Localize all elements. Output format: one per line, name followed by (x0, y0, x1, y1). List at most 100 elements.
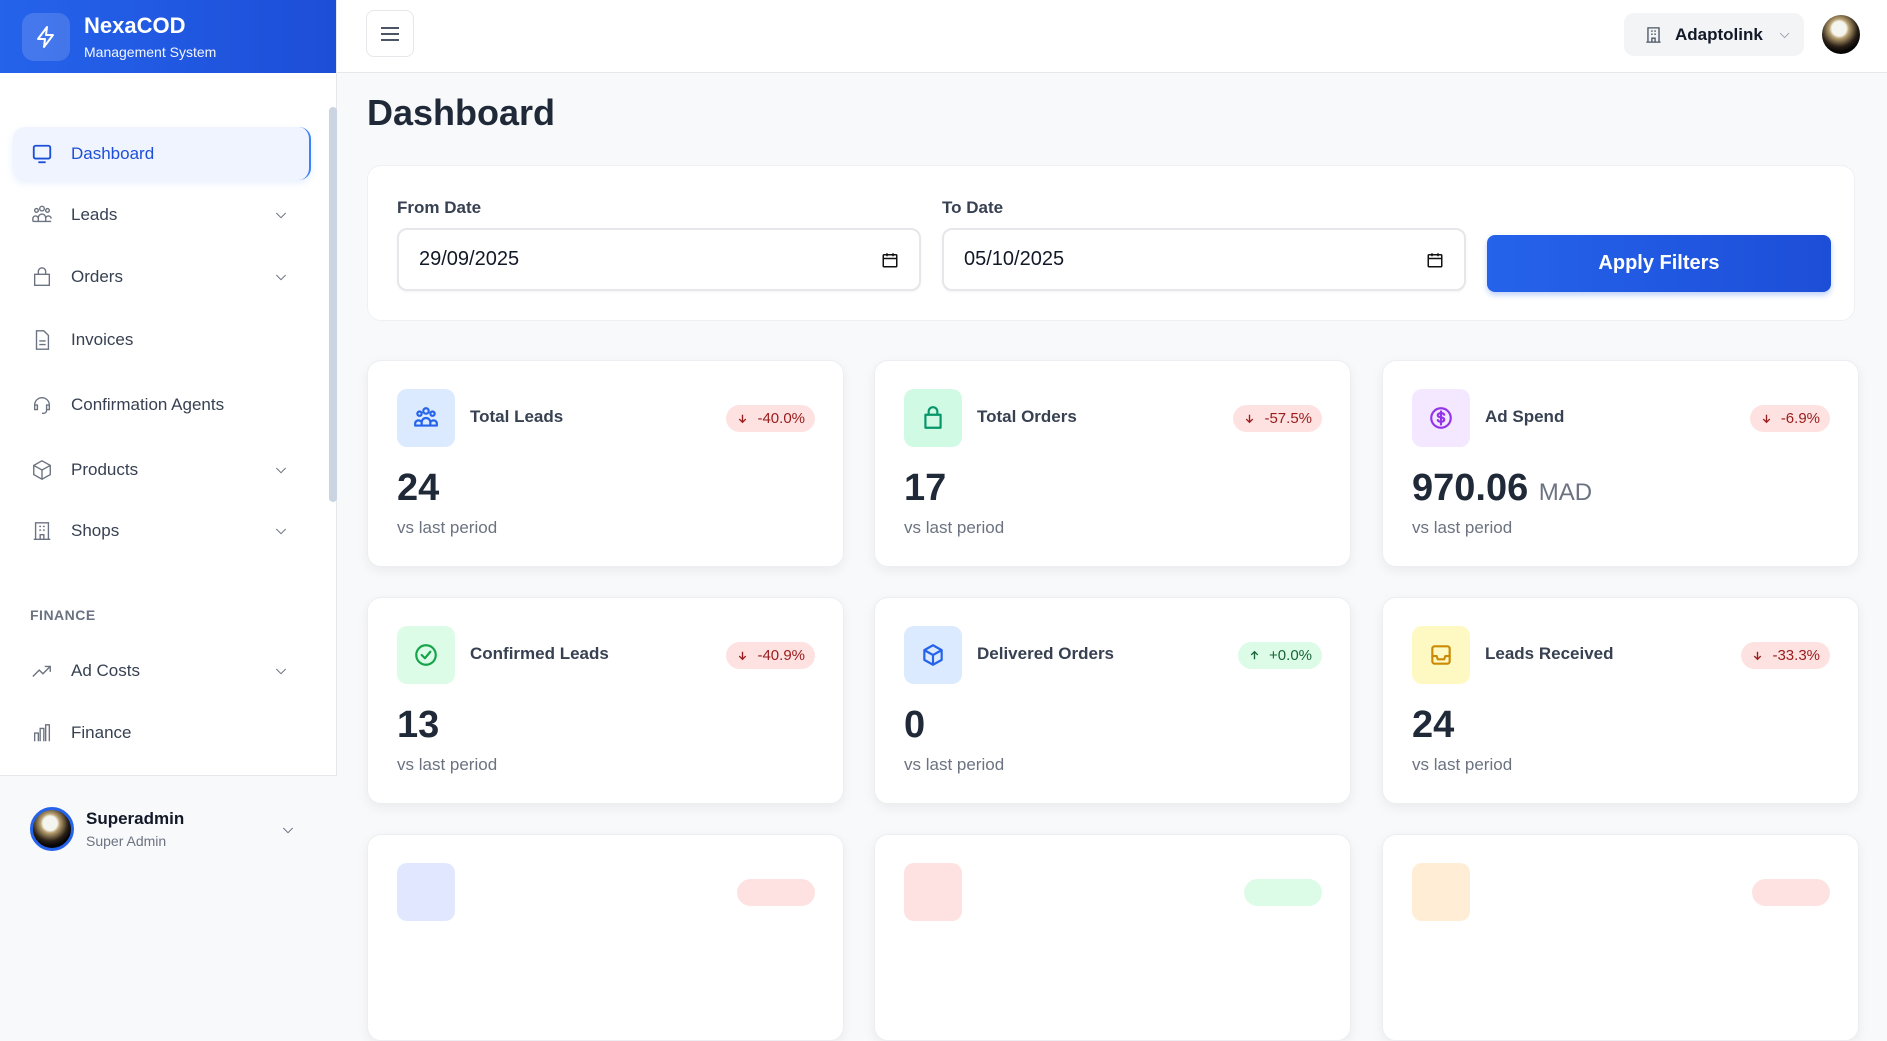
stat-value: 24 (1412, 704, 1454, 747)
to-date-value: 05/10/2025 (964, 248, 1065, 270)
box-icon (33, 459, 51, 480)
shopping-bag-icon (33, 266, 51, 286)
stat-value: 970.06 MAD (1412, 467, 1592, 510)
change-badge (737, 879, 815, 906)
stat-number: 13 (397, 704, 440, 746)
sidebar-item-label: Confirmation Agents (71, 394, 225, 414)
calendar-icon[interactable] (881, 251, 899, 269)
change-value: -40.9% (757, 647, 805, 664)
chevron-down-icon (282, 827, 294, 834)
sidebar-item-invoices[interactable]: Invoices (13, 313, 311, 366)
sidebar-item-leads[interactable]: Leads (13, 188, 311, 241)
change-badge: -40.0% (726, 405, 815, 432)
stat-number: 0 (904, 704, 926, 746)
date-filter-panel: From Date 29/09/2025 To Date 05/10/2025 … (367, 165, 1855, 321)
stat-card (874, 834, 1351, 1041)
sidebar: NexaCOD Management System Dashboard Lead… (0, 0, 337, 882)
change-badge: -40.9% (726, 642, 815, 669)
sidebar-item-products[interactable]: Products (13, 443, 311, 496)
dollar-icon (1412, 389, 1470, 447)
sidebar-nav: Dashboard Leads Orders Invoices Confirma… (0, 73, 337, 775)
change-badge (1244, 879, 1322, 906)
change-value: +0.0% (1269, 647, 1312, 664)
change-badge: +0.0% (1238, 642, 1322, 669)
stat-number: 17 (904, 467, 947, 509)
stat-card: Total Orders -57.5% 17 vs last period (874, 360, 1351, 567)
sidebar-item-label: Ad Costs (71, 660, 140, 680)
arrow-down-icon (1246, 414, 1254, 424)
from-date-label: From Date (397, 198, 482, 217)
user-name: Superadmin (86, 809, 185, 828)
stat-card: Leads Received -33.3% 24 vs last period (1382, 597, 1859, 804)
arrow-down-icon (739, 651, 747, 661)
stat-number: 24 (1412, 704, 1455, 746)
stat-icon (1412, 863, 1470, 921)
profile-avatar[interactable] (1822, 15, 1860, 54)
stat-title: Total Orders (977, 407, 1077, 426)
page-title: Dashboard (367, 92, 556, 133)
to-date-label: To Date (942, 198, 1004, 217)
stat-card: Delivered Orders +0.0% 0 vs last period (874, 597, 1351, 804)
stat-title: Delivered Orders (977, 644, 1115, 663)
menu-toggle-button[interactable] (366, 10, 414, 57)
stat-subtext: vs last period (397, 755, 498, 774)
document-icon (35, 329, 50, 350)
sidebar-item-label: Invoices (71, 329, 134, 349)
chevron-down-icon (275, 274, 287, 280)
arrow-down-icon (1762, 414, 1771, 424)
from-date-input[interactable]: 29/09/2025 (397, 228, 921, 291)
apply-filters-button[interactable]: Apply Filters (1487, 235, 1831, 292)
calendar-icon[interactable] (1426, 251, 1444, 269)
change-badge (1752, 879, 1830, 906)
chevron-down-icon (275, 528, 287, 534)
from-date-value: 29/09/2025 (419, 248, 520, 270)
user-avatar (30, 807, 74, 851)
sidebar-item-orders[interactable]: Orders (13, 250, 311, 303)
sidebar-item-dashboard[interactable]: Dashboard (13, 127, 311, 180)
sidebar-item-ad-costs[interactable]: Ad Costs (13, 644, 311, 697)
finance-section-label: FINANCE (30, 607, 96, 623)
lightning-icon (22, 12, 70, 61)
stat-value: 17 (904, 467, 946, 510)
sidebar-item-finance[interactable]: Finance (13, 706, 311, 759)
inbox-icon (1412, 626, 1470, 684)
arrow-down-icon (739, 414, 747, 424)
building-icon (1646, 26, 1661, 43)
sidebar-item-confirmation-agents[interactable]: Confirmation Agents (13, 378, 311, 431)
stat-value: 13 (397, 704, 439, 747)
stat-card: Confirmed Leads -40.9% 13 vs last period (367, 597, 844, 804)
stat-subtext: vs last period (904, 755, 1005, 774)
sidebar-item-label: Orders (71, 266, 123, 286)
to-date-input[interactable]: 05/10/2025 (942, 228, 1466, 291)
change-badge: -6.9% (1749, 405, 1830, 432)
stat-subtext: vs last period (904, 518, 1005, 537)
stat-title: Total Leads (470, 407, 564, 426)
organization-selector[interactable]: Adaptolink (1624, 13, 1804, 56)
stat-icon (904, 863, 962, 921)
cube-icon (904, 626, 962, 684)
change-badge: -57.5% (1233, 405, 1322, 432)
stat-icon (397, 863, 455, 921)
trending-up-icon (32, 665, 51, 677)
stat-subtext: vs last period (1412, 518, 1513, 537)
users-icon (397, 389, 455, 447)
change-badge: -33.3% (1741, 642, 1830, 669)
user-menu[interactable]: Superadmin Super Admin (0, 775, 337, 882)
chevron-down-icon (1779, 32, 1790, 38)
brand[interactable]: NexaCOD Management System (0, 0, 336, 73)
chevron-down-icon (275, 212, 287, 218)
check-circle-icon (397, 626, 455, 684)
monitor-icon (32, 144, 52, 163)
change-value: -6.9% (1780, 410, 1820, 427)
bar-chart-icon (33, 723, 51, 741)
arrow-down-icon (1754, 651, 1762, 661)
sidebar-item-shops[interactable]: Shops (13, 504, 311, 557)
sidebar-scrollbar[interactable] (329, 107, 337, 502)
sidebar-item-label: Leads (71, 204, 118, 224)
brand-subtitle: Management System (84, 44, 217, 60)
stat-unit: MAD (1538, 479, 1593, 506)
stat-title: Leads Received (1485, 644, 1614, 663)
sidebar-item-label: Shops (71, 520, 120, 540)
top-bar: Adaptolink (337, 0, 1887, 73)
hamburger-icon (381, 26, 399, 41)
